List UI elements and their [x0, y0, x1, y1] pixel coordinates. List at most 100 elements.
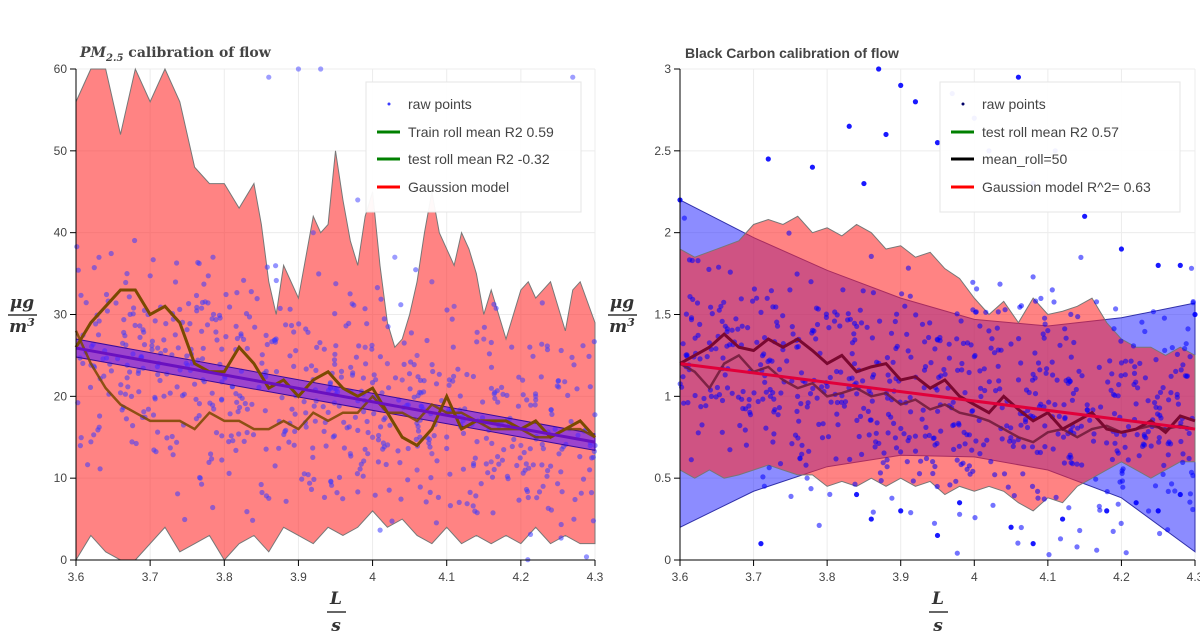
pm25-chart-title: PM2.5 calibration of flow — [79, 45, 272, 64]
bc-raw-point — [993, 388, 999, 394]
pm25-raw-point — [460, 430, 467, 436]
bc-raw-point — [751, 286, 758, 292]
pm25-raw-point — [376, 432, 382, 439]
pm25-y-tick-label: 10 — [54, 471, 68, 485]
bc-raw-point — [922, 339, 928, 345]
bc-raw-point — [761, 483, 768, 489]
bc-raw-point — [849, 351, 855, 357]
pm25-raw-point — [558, 535, 564, 541]
pm25-raw-point — [292, 428, 298, 434]
bc-raw-point — [854, 417, 860, 423]
bc-raw-point — [912, 448, 919, 454]
pm25-fit-line — [75, 346, 596, 444]
bc-raw-point — [1180, 362, 1186, 368]
bc-raw-point — [727, 269, 733, 275]
bc-raw-point — [966, 432, 973, 438]
bc-raw-point — [946, 355, 953, 361]
bc-raw-point — [981, 442, 987, 448]
pm25-raw-point — [310, 230, 316, 236]
pm25-raw-point — [539, 300, 545, 306]
pm25-raw-point — [369, 380, 376, 386]
bc-raw-point — [1020, 471, 1026, 477]
pm25-raw-point — [282, 429, 288, 435]
pm25-raw-point — [474, 339, 480, 345]
pm25-raw-point — [199, 481, 205, 487]
bc-raw-point — [697, 321, 703, 327]
pm25-raw-point — [128, 393, 135, 399]
bc-raw-point — [874, 420, 880, 426]
pm25-raw-point — [421, 389, 427, 395]
pm25-raw-point — [234, 399, 240, 405]
bc-raw-point — [721, 299, 727, 305]
bc-y-tick-label: 1.5 — [654, 308, 671, 322]
bc-raw-point — [934, 483, 940, 490]
pm25-raw-point — [242, 400, 248, 407]
pm25-raw-point — [347, 451, 353, 457]
pm25-raw-point — [248, 289, 254, 295]
bc-raw-point — [907, 394, 913, 401]
bc-raw-point — [1125, 457, 1131, 463]
pm25-chart-panel: 3.6 3.7 3.8 3.9 4 4.1 4.2 4.3 0 10 20 30 40 50 60 PM2.… — [8, 45, 604, 636]
pm25-raw-point — [133, 440, 139, 447]
bc-raw-point — [1018, 422, 1024, 428]
bc-raw-point — [816, 522, 822, 529]
pm25-raw-point — [295, 66, 302, 72]
pm25-raw-point — [516, 497, 522, 503]
pm25-raw-point — [499, 457, 505, 463]
pm25-raw-point — [236, 431, 242, 437]
pm25-raw-point — [164, 435, 170, 441]
pm25-raw-point — [149, 338, 155, 344]
bc-legend: raw points test roll mean R2 0.57 mean_r… — [939, 81, 1181, 213]
pm25-raw-point — [386, 487, 392, 493]
pm25-raw-point — [369, 346, 375, 352]
bc-raw-point — [852, 481, 858, 487]
pm25-raw-point — [474, 439, 480, 445]
pm25-raw-point — [305, 472, 311, 478]
bc-raw-point — [1118, 360, 1125, 366]
pm25-raw-point — [434, 458, 440, 464]
pm25-raw-point — [291, 363, 297, 369]
bc-raw-point — [819, 435, 826, 441]
pm25-raw-point — [358, 461, 364, 467]
pm25-raw-point — [474, 329, 480, 335]
bc-raw-point — [1063, 335, 1069, 341]
bc-raw-point — [878, 478, 884, 484]
bc-ylabel-numerator: μg — [610, 293, 634, 313]
bc-raw-point — [849, 375, 855, 381]
pm25-raw-point — [355, 489, 361, 495]
pm25-raw-point — [182, 516, 188, 523]
bc-raw-point — [1156, 439, 1162, 445]
bc-raw-point — [745, 325, 751, 331]
pm25-raw-point — [329, 482, 335, 488]
pm25-raw-point — [318, 66, 324, 72]
pm25-raw-point — [211, 406, 217, 412]
bc-raw-point — [1057, 536, 1064, 542]
pm25-raw-point — [558, 469, 564, 475]
bc-raw-point — [813, 336, 819, 342]
bc-raw-point — [789, 378, 795, 384]
pm25-raw-point — [123, 416, 129, 422]
bc-raw-point — [1035, 360, 1042, 366]
pm25-raw-point — [152, 318, 158, 324]
bc-legend-swatch-raw — [961, 102, 965, 106]
pm25-raw-point — [571, 516, 577, 522]
bc-raw-point — [760, 474, 766, 480]
bc-raw-point — [835, 422, 841, 428]
pm25-raw-point — [483, 435, 489, 441]
pm25-raw-point — [472, 455, 478, 461]
bc-raw-point — [956, 422, 962, 428]
pm25-raw-point — [310, 445, 316, 451]
pm25-raw-point — [113, 300, 119, 306]
pm25-raw-point — [371, 411, 377, 417]
pm25-raw-point — [354, 471, 360, 477]
pm25-raw-point — [348, 364, 354, 370]
pm25-y-tick-label: 30 — [54, 308, 68, 322]
bc-y-tick-label: 1 — [664, 389, 671, 403]
bc-x-tick-label: 3.9 — [892, 570, 909, 584]
bc-raw-point — [1057, 342, 1063, 348]
bc-raw-point — [936, 374, 942, 380]
bc-raw-point — [1062, 326, 1068, 332]
bc-raw-point — [1146, 508, 1152, 514]
pm25-raw-point — [591, 339, 597, 345]
pm25-raw-point — [488, 459, 494, 465]
